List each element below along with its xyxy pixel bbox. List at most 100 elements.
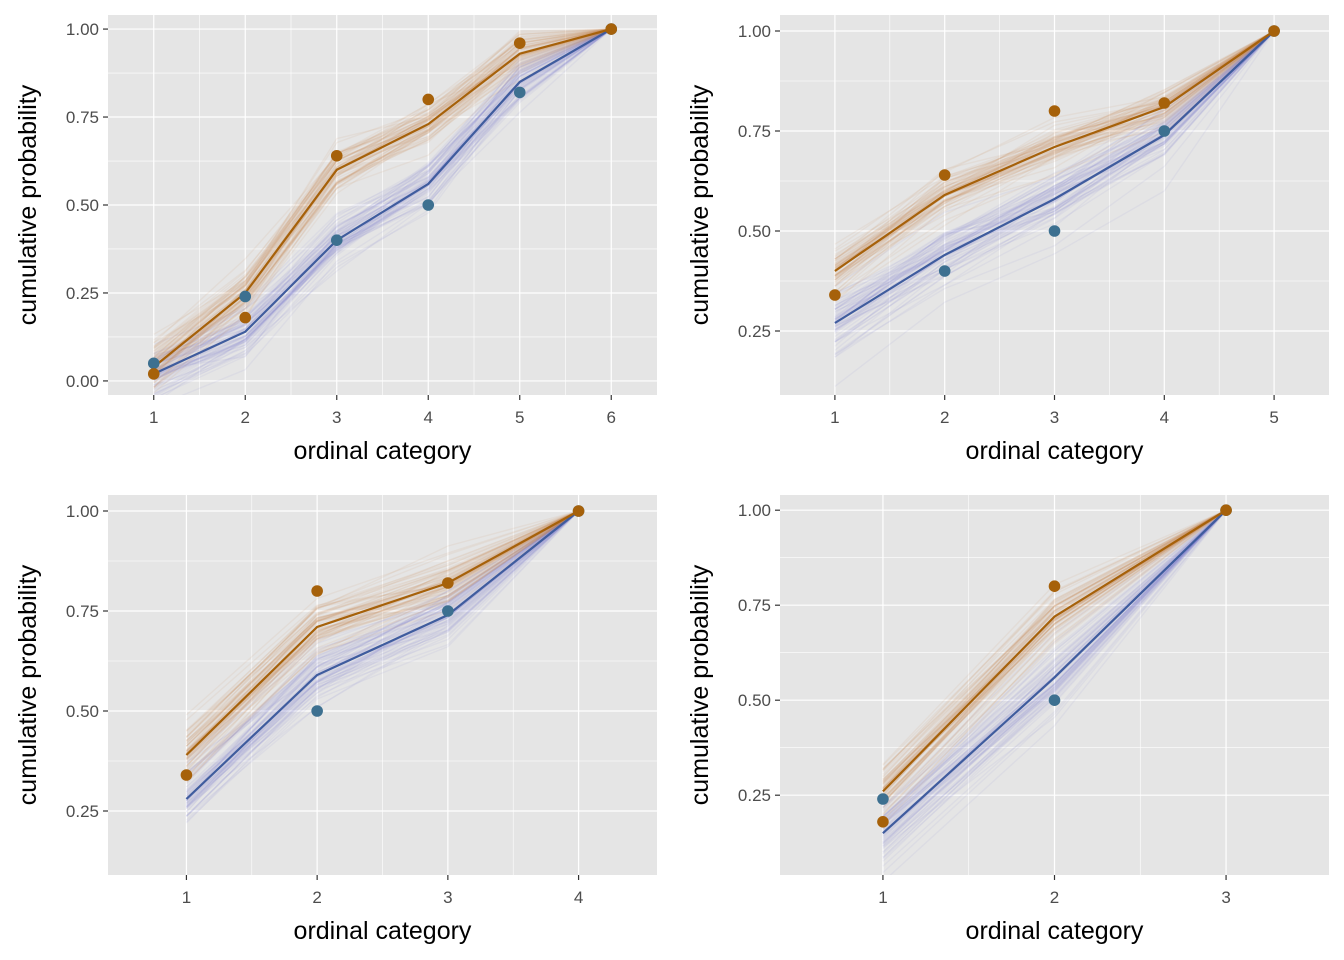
posterior-draw-line (834, 30, 1275, 343)
posterior-draw-line (153, 28, 612, 372)
posterior-draw-line (185, 510, 580, 800)
posterior-draw-line (185, 510, 579, 757)
posterior-draw-line (185, 510, 579, 756)
posterior-draw-line (153, 28, 612, 347)
posterior-draw-line (185, 510, 580, 817)
posterior-draw-line (153, 28, 612, 367)
posterior-draw-line (153, 28, 612, 386)
posterior-draw-line (185, 510, 579, 774)
posterior-draw-line (882, 509, 1227, 814)
posterior-draw-line (882, 509, 1227, 840)
x-tick-label: 6 (607, 408, 616, 427)
posterior-draw-line (882, 509, 1227, 789)
posterior-draw-line (882, 509, 1227, 849)
posterior-draw-line (153, 28, 612, 368)
posterior-draw-line (153, 28, 612, 376)
posterior-draw-line (882, 509, 1227, 822)
x-tick-label: 3 (1050, 408, 1059, 427)
posterior-draw-line (153, 28, 612, 359)
posterior-draw-line (185, 510, 580, 785)
posterior-draw-line (882, 509, 1227, 790)
data-point (938, 169, 951, 181)
posterior-draw-line (185, 510, 579, 795)
posterior-draw-line (882, 509, 1227, 844)
posterior-draw-line (834, 30, 1275, 333)
posterior-draw-line (153, 28, 612, 375)
posterior-draw-line (185, 510, 579, 753)
posterior-draw-line (834, 30, 1275, 269)
posterior-draws (153, 28, 612, 394)
posterior-draw-line (185, 510, 579, 738)
posterior-draw-line (834, 30, 1275, 267)
posterior-draw-line (882, 509, 1227, 777)
posterior-draw-line (834, 30, 1275, 322)
data-point (422, 93, 435, 106)
posterior-draw-line (882, 509, 1227, 830)
data-point (1158, 97, 1171, 109)
posterior-draw-line (153, 28, 612, 374)
posterior-draw-line (882, 509, 1227, 812)
x-tick-label: 3 (332, 408, 341, 427)
posterior-draw-line (834, 30, 1275, 327)
posterior-draw-line (834, 30, 1275, 266)
posterior-draw-line (882, 509, 1227, 808)
posterior-draw-line (186, 510, 579, 763)
series-mean-line (185, 510, 580, 800)
posterior-draw-line (834, 30, 1275, 325)
posterior-draw-line (185, 510, 579, 757)
posterior-draw-line (185, 510, 579, 750)
posterior-draw-line (159, 28, 612, 395)
posterior-draw-line (882, 509, 1227, 867)
posterior-draw-line (153, 28, 612, 335)
posterior-draw-line (882, 509, 1227, 780)
y-axis-title: cumulative probability (686, 84, 714, 325)
x-tick-label: 5 (515, 408, 524, 427)
posterior-draw-line (185, 510, 580, 817)
posterior-draw-line (882, 509, 1227, 843)
posterior-draw-line (834, 30, 1275, 277)
posterior-draw-line (153, 28, 612, 344)
posterior-draw-line (185, 510, 580, 824)
posterior-draw-line (185, 510, 579, 765)
y-axis-title: cumulative probability (686, 564, 714, 805)
posterior-draw-line (834, 30, 1275, 310)
posterior-draw-line (834, 30, 1275, 287)
posterior-draw-line (185, 510, 579, 759)
posterior-draw-line (185, 510, 579, 758)
posterior-draw-line (153, 28, 612, 383)
posterior-draw-line (834, 30, 1275, 320)
posterior-draw-line (153, 28, 612, 366)
posterior-draw-line (185, 510, 580, 803)
data-point (1158, 125, 1171, 137)
posterior-draw-line (882, 509, 1227, 874)
posterior-draw-line (882, 509, 1227, 821)
posterior-draw-line (882, 509, 1227, 804)
posterior-draw-line (834, 30, 1275, 277)
posterior-draw-line (882, 509, 1227, 797)
posterior-draw-line (834, 30, 1275, 264)
posterior-draw-line (882, 509, 1227, 834)
y-tick-label: 0.75 (738, 596, 771, 615)
posterior-draw-line (185, 510, 580, 817)
posterior-draw-line (882, 509, 1227, 818)
posterior-draw-line (185, 510, 579, 772)
posterior-draw-line (882, 509, 1227, 804)
posterior-draw-line (153, 28, 612, 352)
posterior-draw-line (185, 510, 579, 780)
posterior-draw-line (834, 30, 1275, 310)
posterior-draw-line (153, 28, 612, 379)
posterior-draw-line (834, 30, 1275, 266)
posterior-draw-line (882, 509, 1227, 811)
posterior-draw-line (185, 510, 579, 735)
posterior-draw-line (185, 510, 580, 801)
posterior-draw-line (185, 510, 580, 799)
posterior-draw-line (882, 509, 1227, 775)
posterior-draw-line (185, 510, 580, 797)
posterior-draw-line (834, 30, 1275, 296)
posterior-draw-line (834, 30, 1275, 269)
posterior-draw-line (164, 28, 612, 395)
posterior-draw-line (834, 30, 1275, 296)
posterior-draw-line (834, 30, 1275, 262)
posterior-draw-line (882, 509, 1227, 800)
